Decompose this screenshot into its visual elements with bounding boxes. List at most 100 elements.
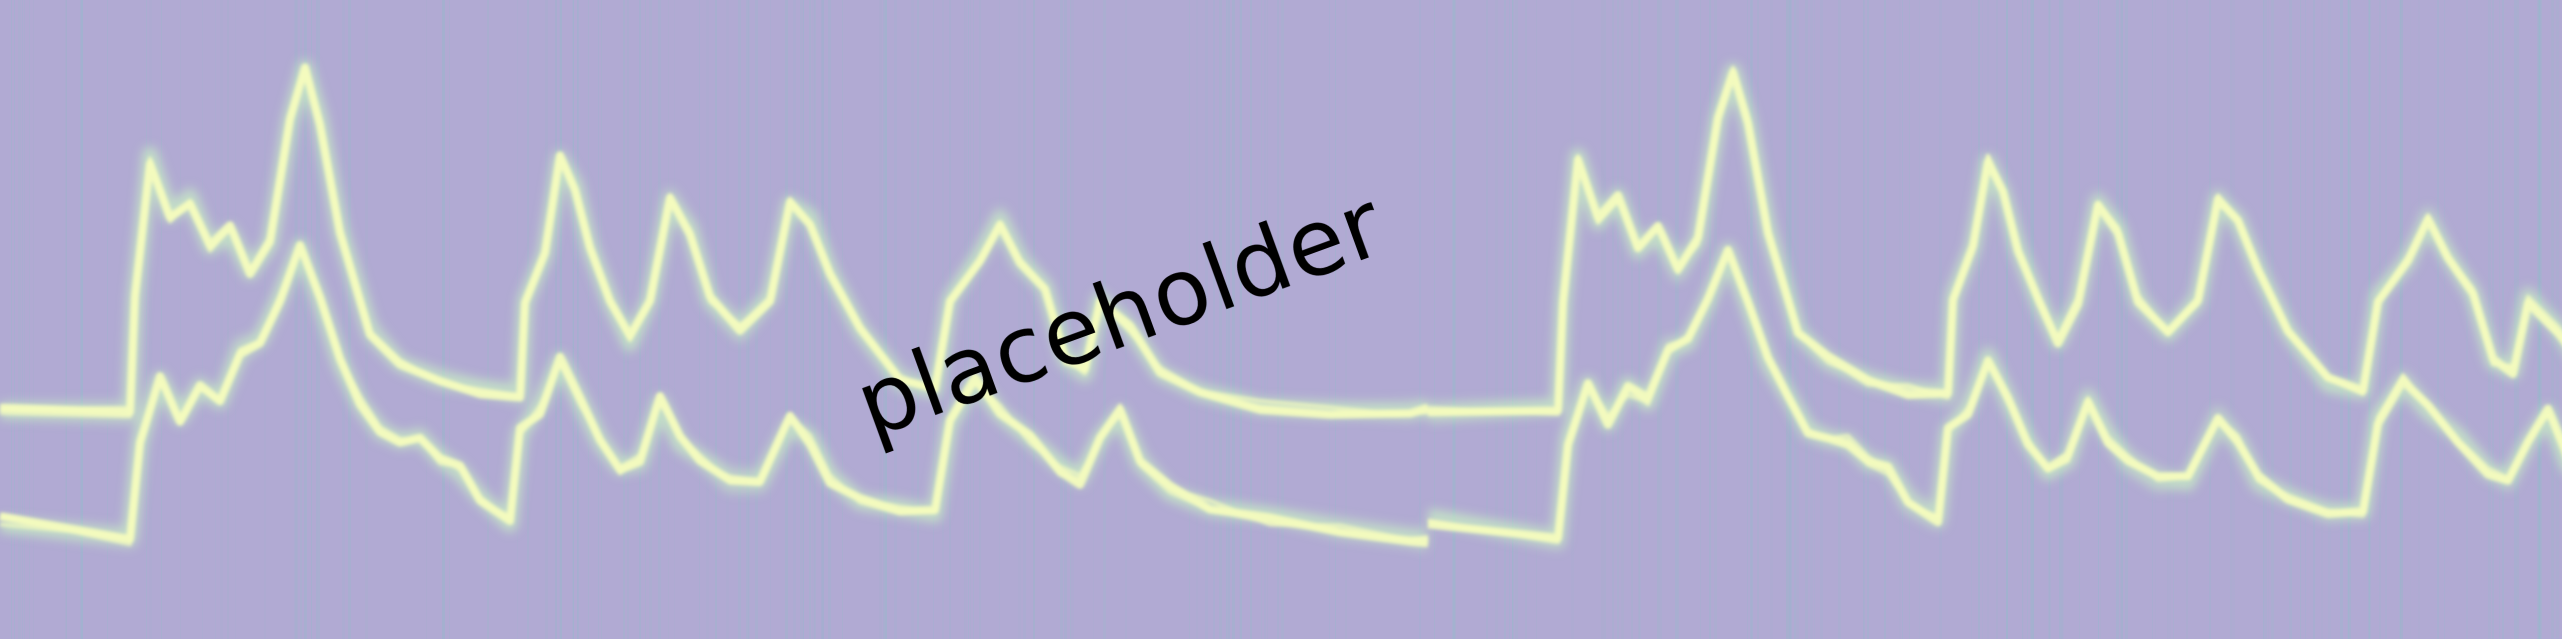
noise-streak: [227, 0, 229, 639]
noise-streak: [1631, 0, 1633, 639]
noise-streak: [1486, 0, 1488, 639]
noise-streak: [295, 0, 298, 639]
noise-streak: [1714, 0, 1717, 639]
noise-streak: [2400, 0, 2403, 639]
noise-streak: [2116, 0, 2119, 639]
noise-streak: [1329, 0, 1330, 639]
noise-streak: [1675, 0, 1678, 639]
noise-streak: [965, 0, 967, 639]
noise-streak: [2263, 0, 2264, 639]
noise-streak: [18, 0, 21, 639]
noise-streak: [1250, 0, 1252, 639]
noise-streak: [1345, 0, 1347, 639]
noise-streak: [306, 0, 307, 639]
noise-streak: [1709, 0, 1711, 639]
noise-streak: [2466, 0, 2468, 639]
noise-streak: [1863, 0, 1864, 639]
noise-streak: [348, 0, 351, 639]
noise-streak: [973, 0, 974, 639]
noise-streak: [33, 0, 34, 639]
noise-streak: [66, 0, 67, 639]
noise-streak: [1277, 0, 1279, 639]
noise-streak: [555, 0, 557, 639]
noise-streak: [1509, 0, 1510, 639]
noise-streak: [2098, 0, 2099, 639]
noise-streak: [785, 0, 788, 639]
noise-streak: [884, 0, 887, 639]
noise-streak: [2444, 0, 2445, 639]
noise-streak: [2167, 0, 2168, 639]
noise-streak: [1512, 0, 1514, 639]
noise-streak: [149, 0, 152, 639]
noise-streak: [1227, 0, 1228, 639]
noise-streak: [1189, 0, 1190, 639]
noise-streak: [1612, 0, 1614, 639]
noise-streak: [917, 0, 919, 639]
noise-streak: [1103, 0, 1106, 639]
noise-streak: [658, 0, 661, 639]
noise-streak: [1205, 0, 1208, 639]
noise-streak: [161, 0, 162, 639]
noise-streak: [1033, 0, 1035, 639]
noise-streak: [1810, 0, 1813, 639]
noise-streak: [2022, 0, 2023, 639]
noise-streak: [1939, 0, 1942, 639]
noise-streak: [2385, 0, 2387, 639]
noise-streak: [1814, 0, 1815, 639]
noise-streak: [311, 0, 312, 639]
noise-streak: [14, 0, 15, 639]
noise-streak: [2492, 0, 2494, 639]
noise-streak: [699, 0, 700, 639]
noise-streak: [1071, 0, 1074, 639]
noise-streak: [2120, 0, 2123, 639]
noise-streak: [235, 0, 236, 639]
noise-streak: [2098, 0, 2099, 639]
noise-streak: [1515, 0, 1518, 639]
noise-streak: [2348, 0, 2351, 639]
noise-streak: [2400, 0, 2403, 639]
noise-streak: [2305, 0, 2306, 639]
noise-streak: [2300, 0, 2301, 639]
noise-streak: [999, 0, 1000, 639]
noise-streak: [1863, 0, 1865, 639]
noise-streak: [2268, 0, 2269, 639]
noise-streak: [1867, 0, 1869, 639]
noise-streak: [1434, 0, 1435, 639]
noise-streak: [1495, 0, 1498, 639]
noise-streak: [1978, 0, 1980, 639]
noise-streak: [1909, 0, 1910, 639]
noise-streak: [294, 0, 297, 639]
noise-streak: [2232, 0, 2235, 639]
noise-streak: [146, 0, 147, 639]
noise-streak: [822, 0, 824, 639]
noise-streak: [1971, 0, 1972, 639]
noise-streak: [29, 0, 30, 639]
noise-streak: [802, 0, 804, 639]
upper-trace: [1427, 65, 2562, 416]
noise-streak: [1987, 0, 1989, 639]
noise-streak: [1219, 0, 1222, 639]
noise-streak: [706, 0, 709, 639]
noise-streak: [2321, 0, 2323, 639]
noise-streak: [2348, 0, 2349, 639]
noise-streak: [1196, 0, 1198, 639]
noise-streak: [80, 0, 83, 639]
noise-streak: [970, 0, 971, 639]
noise-streak: [842, 0, 843, 639]
noise-streak: [180, 0, 181, 639]
noise-streak: [1228, 0, 1230, 639]
noise-streak: [968, 0, 969, 639]
noise-streak: [803, 0, 804, 639]
noise-streak: [1033, 0, 1035, 639]
noise-streak: [883, 0, 884, 639]
noise-streak: [2313, 0, 2315, 639]
noise-streak: [1899, 0, 1901, 639]
noise-streak: [1512, 0, 1513, 639]
noise-streak: [81, 0, 83, 639]
noise-streak: [2209, 0, 2211, 639]
noise-streak: [1232, 0, 1235, 639]
noise-streak: [1261, 0, 1262, 639]
trace-layer: [0, 63, 2562, 548]
noise-streak: [979, 0, 981, 639]
